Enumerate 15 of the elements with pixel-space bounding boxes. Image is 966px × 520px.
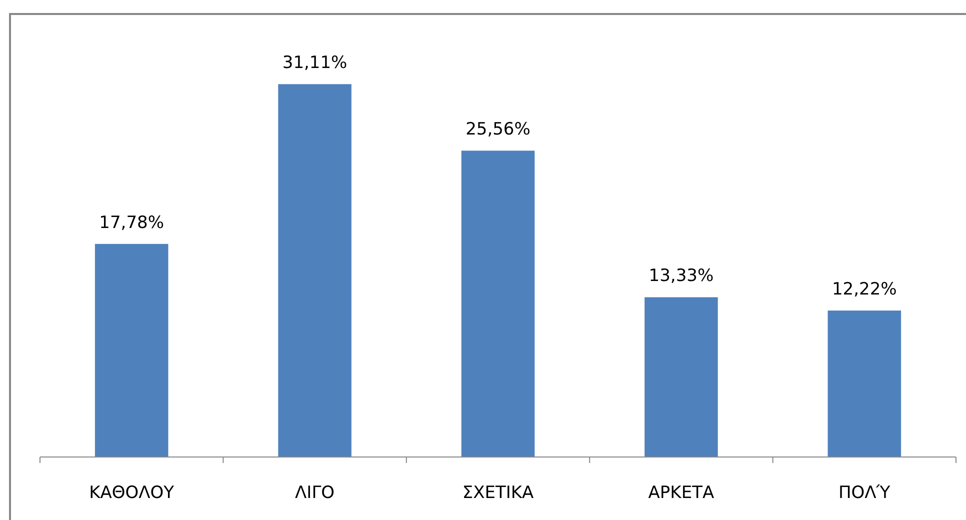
bar — [644, 297, 718, 457]
data-label: 25,56% — [466, 120, 530, 140]
data-label: 31,11% — [282, 53, 348, 74]
data-label: 13,33% — [648, 266, 714, 286]
bar — [278, 84, 352, 457]
x-tick-label: ΠΟΛΎ — [838, 483, 890, 503]
data-label: 12,22% — [832, 280, 897, 300]
bar — [94, 244, 168, 457]
bar — [461, 150, 535, 457]
bar — [828, 310, 902, 457]
x-tick-label: ΣΧΕΤΙΚΑ — [462, 483, 534, 503]
x-tick-label: ΚΑΘΟΛΟΥ — [89, 483, 175, 503]
x-tick-label: ΛΙΓΟ — [295, 483, 335, 503]
data-label: 17,78% — [99, 212, 164, 233]
x-tick-label: ΑΡΚΕΤΑ — [648, 483, 714, 503]
